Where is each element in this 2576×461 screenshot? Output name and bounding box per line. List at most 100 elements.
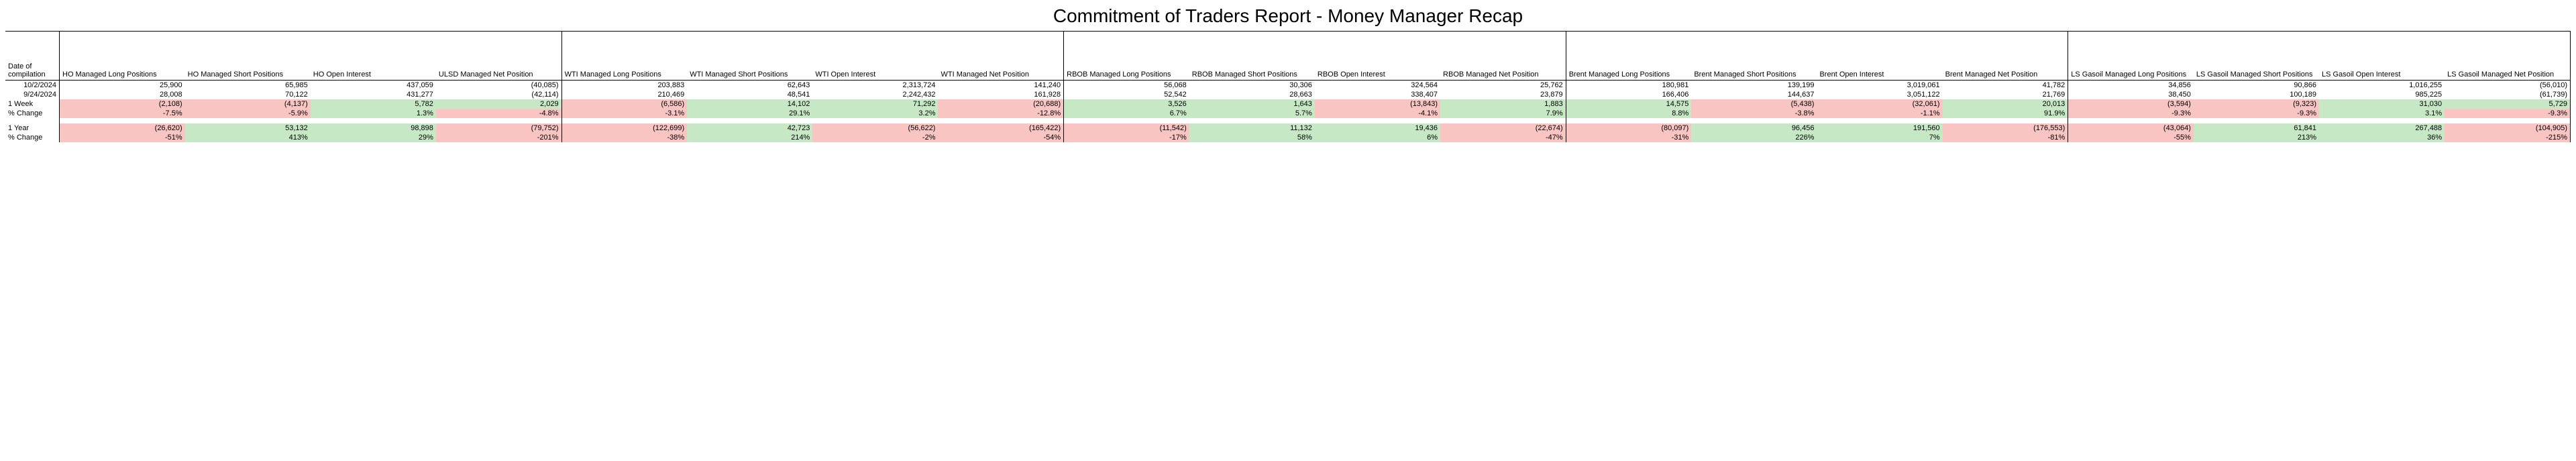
- data-cell: 61,841: [2194, 123, 2319, 133]
- data-cell: 5.7%: [1189, 109, 1315, 118]
- data-cell: -9.3%: [2445, 109, 2570, 118]
- data-cell: 180,981: [1566, 81, 1691, 91]
- table-row: % Change-51%413%29%-201%-38%214%-2%-54%-…: [5, 133, 2571, 142]
- data-cell: 5,729: [2445, 99, 2570, 109]
- data-cell: 48,541: [687, 90, 812, 99]
- data-cell: -3.8%: [1691, 109, 1817, 118]
- data-cell: -54%: [938, 133, 1063, 142]
- data-cell: 324,564: [1315, 81, 1440, 91]
- data-cell: -5.9%: [185, 109, 311, 118]
- data-cell: 53,132: [185, 123, 311, 133]
- data-cell: 25,900: [60, 81, 185, 91]
- data-cell: 3,019,061: [1817, 81, 1942, 91]
- data-cell: 338,407: [1315, 90, 1440, 99]
- column-header: HO Open Interest: [311, 32, 436, 81]
- data-cell: -12.8%: [938, 109, 1063, 118]
- data-cell: 413%: [185, 133, 311, 142]
- data-cell: 65,985: [185, 81, 311, 91]
- data-cell: 2,242,432: [812, 90, 938, 99]
- data-cell: -2%: [812, 133, 938, 142]
- column-header: LS Gasoil Managed Short Positions: [2194, 32, 2319, 81]
- column-header: WTI Managed Long Positions: [561, 32, 687, 81]
- data-cell: -31%: [1566, 133, 1691, 142]
- column-header: Brent Managed Net Position: [1943, 32, 2068, 81]
- data-cell: -4.8%: [436, 109, 561, 118]
- data-cell: (6,586): [561, 99, 687, 109]
- data-cell: 58%: [1189, 133, 1315, 142]
- data-cell: 41,782: [1943, 81, 2068, 91]
- data-cell: 14,102: [687, 99, 812, 109]
- column-header: HO Managed Short Positions: [185, 32, 311, 81]
- data-cell: 23,879: [1440, 90, 1566, 99]
- column-header: RBOB Managed Short Positions: [1189, 32, 1315, 81]
- data-cell: 3,051,122: [1817, 90, 1942, 99]
- data-cell: 20,013: [1943, 99, 2068, 109]
- data-cell: 5,782: [311, 99, 436, 109]
- data-cell: (56,622): [812, 123, 938, 133]
- data-cell: 1.3%: [311, 109, 436, 118]
- table-row: 1 Year(26,620)53,13298,898(79,752)(122,6…: [5, 123, 2571, 133]
- data-cell: (9,323): [2194, 99, 2319, 109]
- data-cell: 91.9%: [1943, 109, 2068, 118]
- row-label: 1 Year: [5, 123, 60, 133]
- data-cell: 985,225: [2319, 90, 2445, 99]
- data-cell: 56,068: [1064, 81, 1189, 91]
- data-cell: (5,438): [1691, 99, 1817, 109]
- data-cell: 213%: [2194, 133, 2319, 142]
- data-cell: 6.7%: [1064, 109, 1189, 118]
- data-cell: 96,456: [1691, 123, 1817, 133]
- data-cell: 90,866: [2194, 81, 2319, 91]
- column-header: WTI Open Interest: [812, 32, 938, 81]
- data-cell: 214%: [687, 133, 812, 142]
- data-cell: -215%: [2445, 133, 2570, 142]
- data-cell: 226%: [1691, 133, 1817, 142]
- table-row: 1 Week(2,108)(4,137)5,7822,029(6,586)14,…: [5, 99, 2571, 109]
- table-row: 10/2/202425,90065,985437,059(40,085)203,…: [5, 81, 2571, 91]
- row-label-header: Date of compilation: [5, 32, 60, 81]
- data-cell: 3,526: [1064, 99, 1189, 109]
- column-header: RBOB Managed Net Position: [1440, 32, 1566, 81]
- data-cell: 71,292: [812, 99, 938, 109]
- row-label: % Change: [5, 109, 60, 118]
- data-cell: 100,189: [2194, 90, 2319, 99]
- data-cell: 144,637: [1691, 90, 1817, 99]
- data-cell: 14,575: [1566, 99, 1691, 109]
- column-header: LS Gasoil Managed Net Position: [2445, 32, 2570, 81]
- data-cell: (42,114): [436, 90, 561, 99]
- data-cell: (3,594): [2068, 99, 2194, 109]
- table-body: 10/2/202425,90065,985437,059(40,085)203,…: [5, 81, 2571, 143]
- data-cell: 3.2%: [812, 109, 938, 118]
- data-cell: 21,769: [1943, 90, 2068, 99]
- data-cell: 139,199: [1691, 81, 1817, 91]
- column-header: RBOB Open Interest: [1315, 32, 1440, 81]
- data-cell: -81%: [1943, 133, 2068, 142]
- data-cell: (4,137): [185, 99, 311, 109]
- column-header: ULSD Managed Net Position: [436, 32, 561, 81]
- column-header: LS Gasoil Managed Long Positions: [2068, 32, 2194, 81]
- data-cell: 1,643: [1189, 99, 1315, 109]
- data-cell: -55%: [2068, 133, 2194, 142]
- data-cell: 2,313,724: [812, 81, 938, 91]
- column-header: LS Gasoil Open Interest: [2319, 32, 2445, 81]
- data-cell: (2,108): [60, 99, 185, 109]
- data-cell: (104,905): [2445, 123, 2570, 133]
- data-cell: 3.1%: [2319, 109, 2445, 118]
- data-cell: 437,059: [311, 81, 436, 91]
- column-header: WTI Managed Short Positions: [687, 32, 812, 81]
- table-row: % Change-7.5%-5.9%1.3%-4.8%-3.1%29.1%3.2…: [5, 109, 2571, 118]
- data-cell: (40,085): [436, 81, 561, 91]
- data-cell: (43,064): [2068, 123, 2194, 133]
- page-title: Commitment of Traders Report - Money Man…: [5, 5, 2571, 27]
- data-cell: -4.1%: [1315, 109, 1440, 118]
- cot-table: Date of compilationHO Managed Long Posit…: [5, 31, 2571, 142]
- data-cell: (80,097): [1566, 123, 1691, 133]
- data-cell: -7.5%: [60, 109, 185, 118]
- data-cell: 19,436: [1315, 123, 1440, 133]
- data-cell: 7%: [1817, 133, 1942, 142]
- data-cell: 267,488: [2319, 123, 2445, 133]
- data-cell: (61,739): [2445, 90, 2570, 99]
- data-cell: 30,306: [1189, 81, 1315, 91]
- data-cell: -1.1%: [1817, 109, 1942, 118]
- data-cell: (20,688): [938, 99, 1063, 109]
- data-cell: (11,542): [1064, 123, 1189, 133]
